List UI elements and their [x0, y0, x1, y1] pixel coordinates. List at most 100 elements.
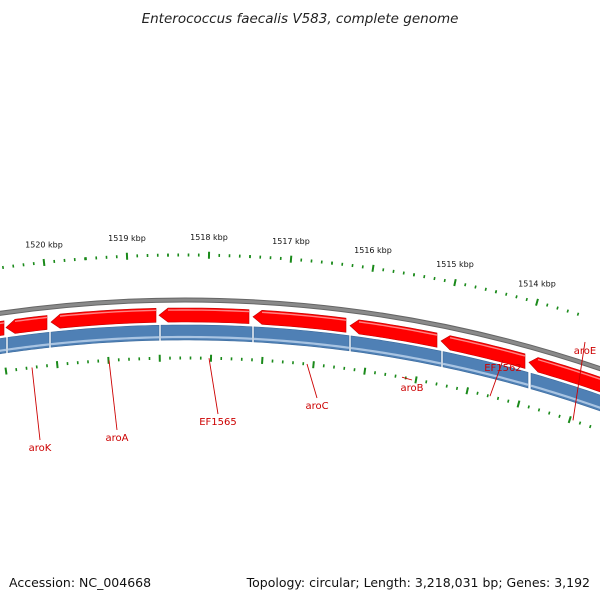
major-tick	[465, 387, 469, 395]
inner-tick-ruler	[4, 354, 592, 429]
gene-leader-line	[306, 363, 318, 399]
gene-label: aroC	[305, 401, 328, 412]
gene-labels: aroE EF1562 aroB aroC EF1565 aroA aroK	[29, 346, 597, 454]
minor-tick	[566, 309, 569, 313]
ruler-label: 1517 kbp	[272, 237, 310, 246]
minor-tick	[443, 278, 446, 283]
minor-tick	[425, 380, 428, 384]
outer-tick-ruler	[1, 251, 580, 316]
cds-segment-shade	[50, 336, 160, 346]
gene-label: aroA	[106, 433, 129, 444]
major-tick	[55, 361, 59, 369]
minor-tick	[412, 273, 416, 277]
minor-tick	[455, 386, 459, 391]
major-tick	[516, 400, 521, 408]
gene-arrow	[50, 308, 157, 329]
accession-label: Accession: NC_004668	[9, 575, 152, 590]
gene-arrow-highlight	[0, 322, 5, 325]
major-tick	[363, 367, 367, 375]
minor-tick	[486, 394, 489, 398]
minor-tick	[423, 274, 426, 279]
gene-arrow-highlight	[261, 311, 347, 321]
topology-label: Topology: circular; Length: 3,218,031 bp…	[246, 575, 590, 590]
gene-label: EF1565	[199, 417, 237, 428]
minor-tick	[445, 384, 448, 388]
gene-leader-line	[572, 341, 586, 421]
minor-tick	[476, 391, 479, 395]
minor-tick	[556, 306, 559, 310]
ruler-label: 1518 kbp	[190, 233, 228, 242]
cds-segment-shade	[442, 362, 529, 386]
cds-track	[0, 324, 600, 412]
gene-arrow-highlight	[14, 316, 48, 323]
cds-segment-shade	[253, 337, 350, 349]
major-tick	[453, 278, 457, 287]
gene-leader-line	[401, 376, 413, 381]
gene-arrow	[528, 357, 600, 393]
gene-leader-line	[31, 367, 41, 441]
minor-tick	[515, 295, 518, 299]
cds-segment-shade	[7, 343, 50, 351]
ruler-labels: 1514 kbp 1515 kbp 1516 kbp 1517 kbp 1518 kbp…	[25, 233, 556, 288]
gene-arrow-highlight	[167, 309, 250, 313]
minor-tick	[402, 271, 405, 275]
ruler-label: 1515 kbp	[436, 260, 474, 269]
minor-tick	[558, 414, 561, 418]
gene-arrow	[440, 335, 526, 369]
minor-tick	[527, 405, 530, 409]
minor-tick	[433, 276, 436, 281]
major-tick	[4, 367, 8, 375]
minor-tick	[435, 382, 438, 386]
ruler-label: 1519 kbp	[108, 234, 146, 243]
gene-arrow	[349, 319, 438, 348]
gene-arrow	[5, 315, 48, 334]
gene-arrow-highlight	[537, 358, 600, 380]
ruler-label: 1516 kbp	[354, 246, 392, 255]
gene-arrow	[0, 320, 5, 336]
gene-arrow	[252, 310, 347, 333]
forward-gene-track	[0, 307, 600, 393]
gene-arrow-highlight	[59, 309, 157, 317]
gene-label: aroB	[401, 383, 424, 394]
minor-tick	[464, 283, 467, 287]
minor-tick	[496, 396, 500, 401]
major-tick	[42, 258, 46, 267]
cds-segment	[0, 337, 7, 355]
gene-leader-line	[208, 358, 219, 415]
minor-tick	[494, 290, 498, 294]
gene-arrow	[158, 307, 250, 324]
genome-backbone-fill	[0, 298, 600, 371]
minor-tick	[505, 292, 508, 296]
gene-leader-line	[108, 360, 118, 431]
cds-segment	[160, 324, 253, 343]
gene-label: EF1562	[484, 363, 522, 374]
ruler-label: 1514 kbp	[518, 280, 556, 289]
gene-leader-line	[489, 359, 504, 397]
gene-label: aroK	[29, 443, 52, 454]
major-tick	[312, 361, 315, 369]
minor-tick	[589, 424, 592, 429]
minor-tick	[507, 399, 510, 403]
minor-tick	[546, 303, 549, 307]
major-tick	[567, 415, 572, 424]
gene-arrow-highlight	[358, 321, 438, 336]
cds-segment-shade	[530, 384, 600, 409]
map-title: Enterococcus faecalis V583, complete gen…	[142, 11, 459, 27]
minor-tick	[484, 287, 487, 291]
minor-tick	[576, 312, 580, 316]
major-tick	[414, 376, 418, 384]
minor-tick	[525, 297, 528, 302]
minor-tick	[474, 285, 477, 289]
minor-tick	[578, 421, 582, 425]
major-tick	[371, 264, 375, 272]
gene-arrow-highlight	[449, 337, 526, 357]
gene-label: aroE	[574, 346, 596, 357]
cds-segment-shade	[350, 346, 442, 365]
cds-segment-shade	[0, 348, 7, 352]
minor-tick	[537, 408, 541, 412]
gene-label-leaders	[31, 341, 586, 441]
cds-segment-shade	[160, 335, 253, 340]
major-tick	[289, 255, 293, 263]
ruler-label: 1520 kbp	[25, 240, 63, 249]
